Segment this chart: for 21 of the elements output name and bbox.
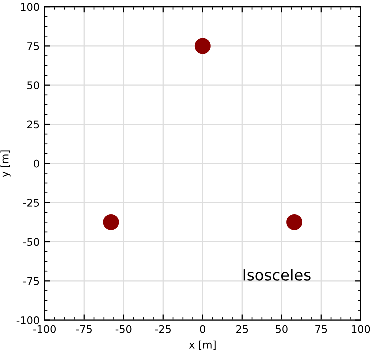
x-axis-title: x [m] bbox=[189, 340, 216, 350]
x-tick-label: -50 bbox=[116, 325, 132, 334]
y-tick-label: -50 bbox=[24, 238, 40, 246]
y-tick-label: 75 bbox=[28, 42, 40, 50]
y-tick-label: 0 bbox=[34, 160, 40, 168]
x-tick-label: -100 bbox=[34, 325, 56, 334]
y-tick-label: -75 bbox=[24, 278, 40, 286]
y-tick-label: 25 bbox=[28, 120, 40, 129]
x-tick-label: 50 bbox=[276, 325, 288, 334]
x-tick-label: -25 bbox=[155, 325, 171, 334]
y-tick-label: -25 bbox=[24, 199, 40, 207]
annotation: Isosceles bbox=[244, 269, 311, 281]
x-tick-label: 25 bbox=[236, 325, 248, 334]
x-tick-label: 100 bbox=[352, 325, 370, 334]
x-tick-label: -75 bbox=[76, 326, 92, 334]
y-tick-label: -100 bbox=[16, 316, 40, 324]
y-tick-label: 50 bbox=[28, 82, 40, 90]
y-tick-label: 100 bbox=[21, 3, 40, 12]
y-axis-title: y [m] bbox=[0, 150, 11, 178]
x-tick-label: 0 bbox=[200, 325, 206, 334]
x-tick-label: 75 bbox=[316, 326, 328, 334]
